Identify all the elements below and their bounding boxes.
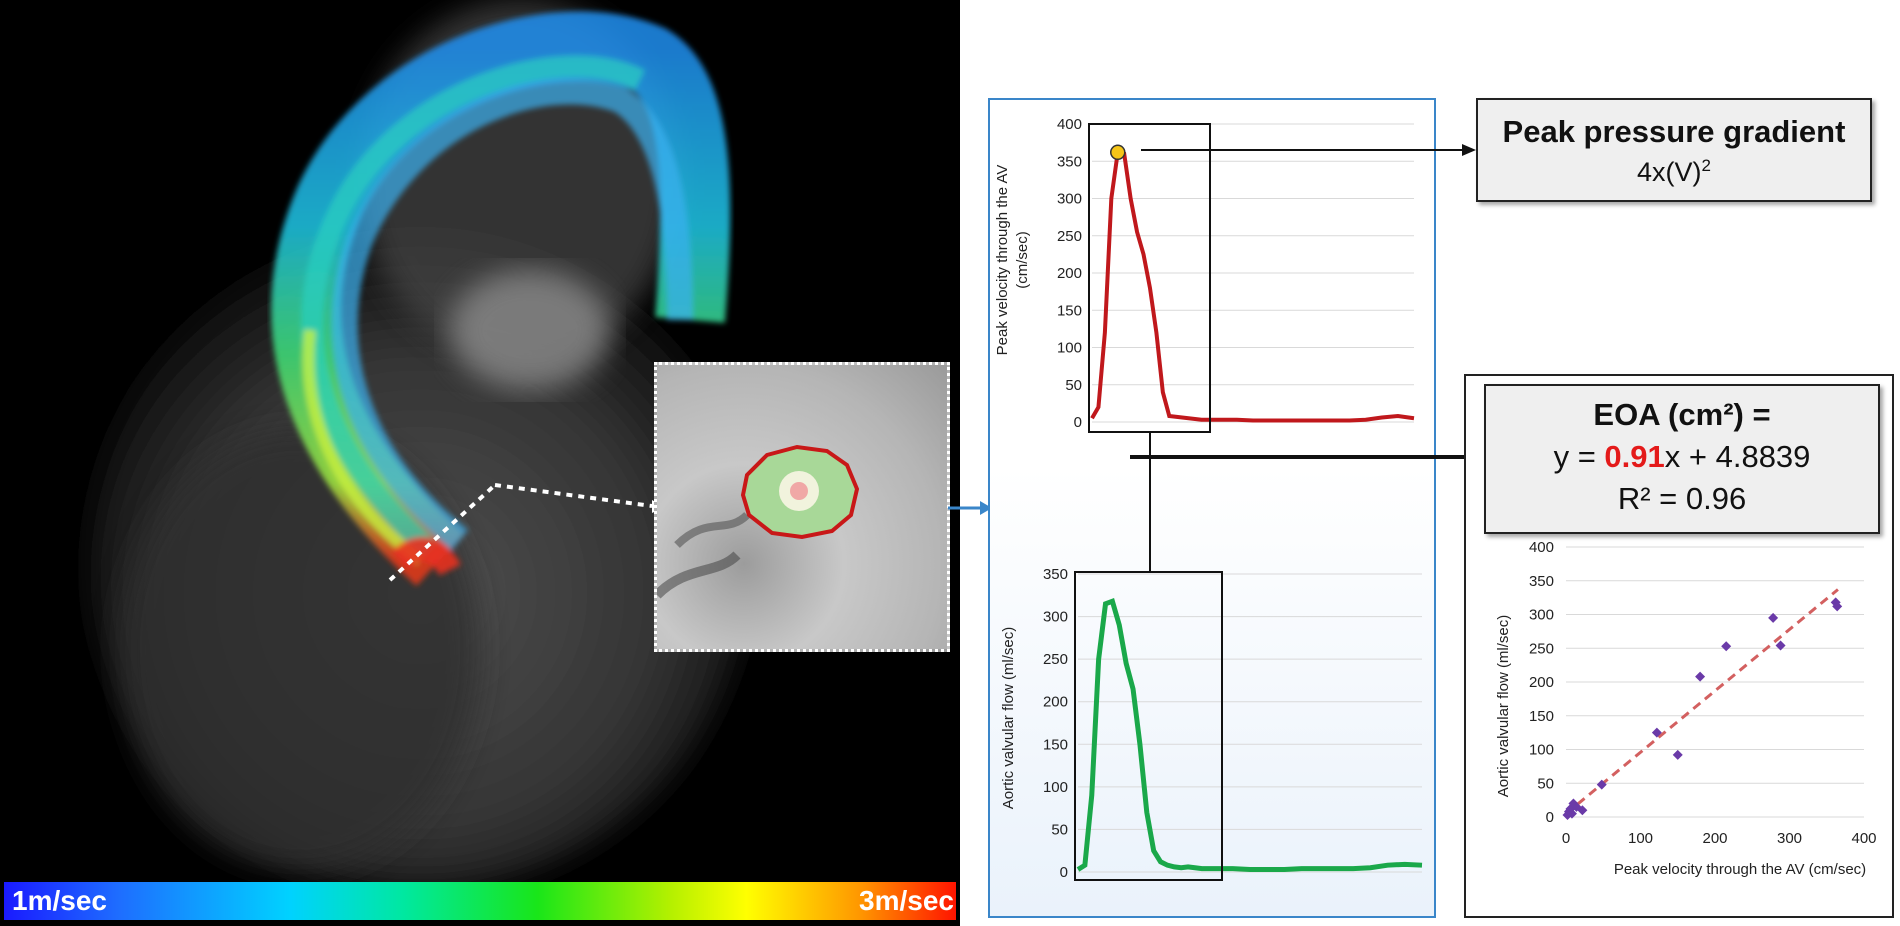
velocity-ytick: 300	[1057, 191, 1082, 208]
eoa-r-squared: R² = 0.96	[1617, 481, 1747, 516]
velocity-ytick: 0	[1074, 414, 1082, 431]
flow-systole-box	[1074, 571, 1223, 881]
mri-visualization	[90, 0, 750, 890]
flow-ytick: 300	[1043, 609, 1068, 626]
eoa-equation-box: EOA (cm²) = y = 0.91x + 4.8839 R² = 0.96	[1484, 384, 1880, 534]
velocity-ytick: 150	[1057, 302, 1082, 319]
aortic-flow-streamlines	[271, 11, 731, 586]
velocity-ytick: 100	[1057, 340, 1082, 357]
scatter-ytick: 50	[1537, 775, 1554, 792]
scatter-xtick: 200	[1702, 830, 1727, 847]
velocity-ytick: 200	[1057, 265, 1082, 282]
scatter-ytick: 150	[1529, 708, 1554, 725]
scatter-ytick: 250	[1529, 640, 1554, 657]
scatter-point	[1651, 727, 1662, 738]
scatter-ytick: 400	[1529, 539, 1554, 556]
velocity-colorbar	[4, 882, 956, 920]
time-series-panel	[988, 98, 1436, 918]
eoa-equation: y = 0.91x + 4.8839	[1553, 439, 1811, 474]
scatter-point	[1775, 640, 1786, 651]
scatter-point	[1577, 805, 1588, 816]
scatter-point	[1695, 671, 1706, 682]
velocity-chart: 0 50 100 150 200 250 300 350 400 Peak velocity t…	[994, 116, 1415, 433]
colorbar-min-label: 1m/sec	[12, 885, 107, 916]
scatter-point	[1596, 779, 1607, 790]
eoa-slope: 0.91	[1604, 439, 1665, 474]
velocity-ytick: 400	[1057, 116, 1082, 133]
flow-ytick: 100	[1043, 779, 1068, 796]
flow-ylabel: Aortic valvular flow (ml/sec)	[1000, 627, 1017, 810]
ppg-title: Peak pressure gradient	[1502, 114, 1846, 149]
scatter-trendline	[1565, 588, 1839, 815]
scatter-point	[1768, 612, 1779, 623]
scatter-point	[1672, 749, 1683, 760]
scatter-ylabel: Aortic valvular flow (ml/sec)	[1495, 615, 1512, 798]
flow-ytick: 50	[1051, 821, 1068, 838]
scatter-ytick: 200	[1529, 674, 1554, 691]
velocity-ytick: 250	[1057, 228, 1082, 245]
flow-ytick: 200	[1043, 694, 1068, 711]
flow-ytick: 150	[1043, 736, 1068, 753]
scatter-ytick: 350	[1529, 573, 1554, 590]
peak-pressure-gradient-box: Peak pressure gradient 4x(V)2	[1476, 98, 1872, 202]
anatomy-bright-region	[450, 270, 610, 390]
scatter-point	[1721, 641, 1732, 652]
velocity-ylabel-unit: (cm/sec)	[1014, 231, 1031, 289]
eoa-title: EOA (cm²) =	[1593, 397, 1771, 432]
scatter-point	[1832, 601, 1843, 612]
scatter-ytick: 0	[1546, 809, 1554, 826]
flow-ytick: 0	[1060, 864, 1068, 881]
scatter-ytick: 300	[1529, 607, 1554, 624]
inset-to-chart-arrow	[948, 501, 992, 515]
scatter-xlabel: Peak velocity through the AV (cm/sec)	[1614, 861, 1866, 878]
scatter-point	[1566, 808, 1577, 819]
ppg-formula: 4x(V)2	[1637, 156, 1711, 187]
velocity-curve	[1090, 149, 1415, 423]
colorbar-max-label: 3m/sec	[859, 885, 954, 916]
inset-connector-line	[494, 483, 653, 508]
flow-ytick: 350	[1043, 566, 1068, 583]
velocity-ytick: 350	[1057, 153, 1082, 170]
flow-ytick: 250	[1043, 651, 1068, 668]
scatter-xtick: 100	[1628, 830, 1653, 847]
flow-chart: 0 50 100 150 200 250 300 350 Aortic valvular fl…	[1000, 566, 1423, 881]
scatter-ytick: 100	[1529, 742, 1554, 759]
velocity-peak-marker	[1110, 144, 1126, 161]
scatter-xtick: 300	[1777, 830, 1802, 847]
velocity-ylabel: Peak velocity through the AV	[994, 165, 1011, 356]
scatter-xtick: 400	[1851, 830, 1876, 847]
scatter-xtick: 0	[1562, 830, 1570, 847]
flow-curve	[1076, 597, 1423, 872]
velocity-ytick: 50	[1065, 377, 1082, 394]
valve-cross-section-inset	[654, 362, 950, 652]
